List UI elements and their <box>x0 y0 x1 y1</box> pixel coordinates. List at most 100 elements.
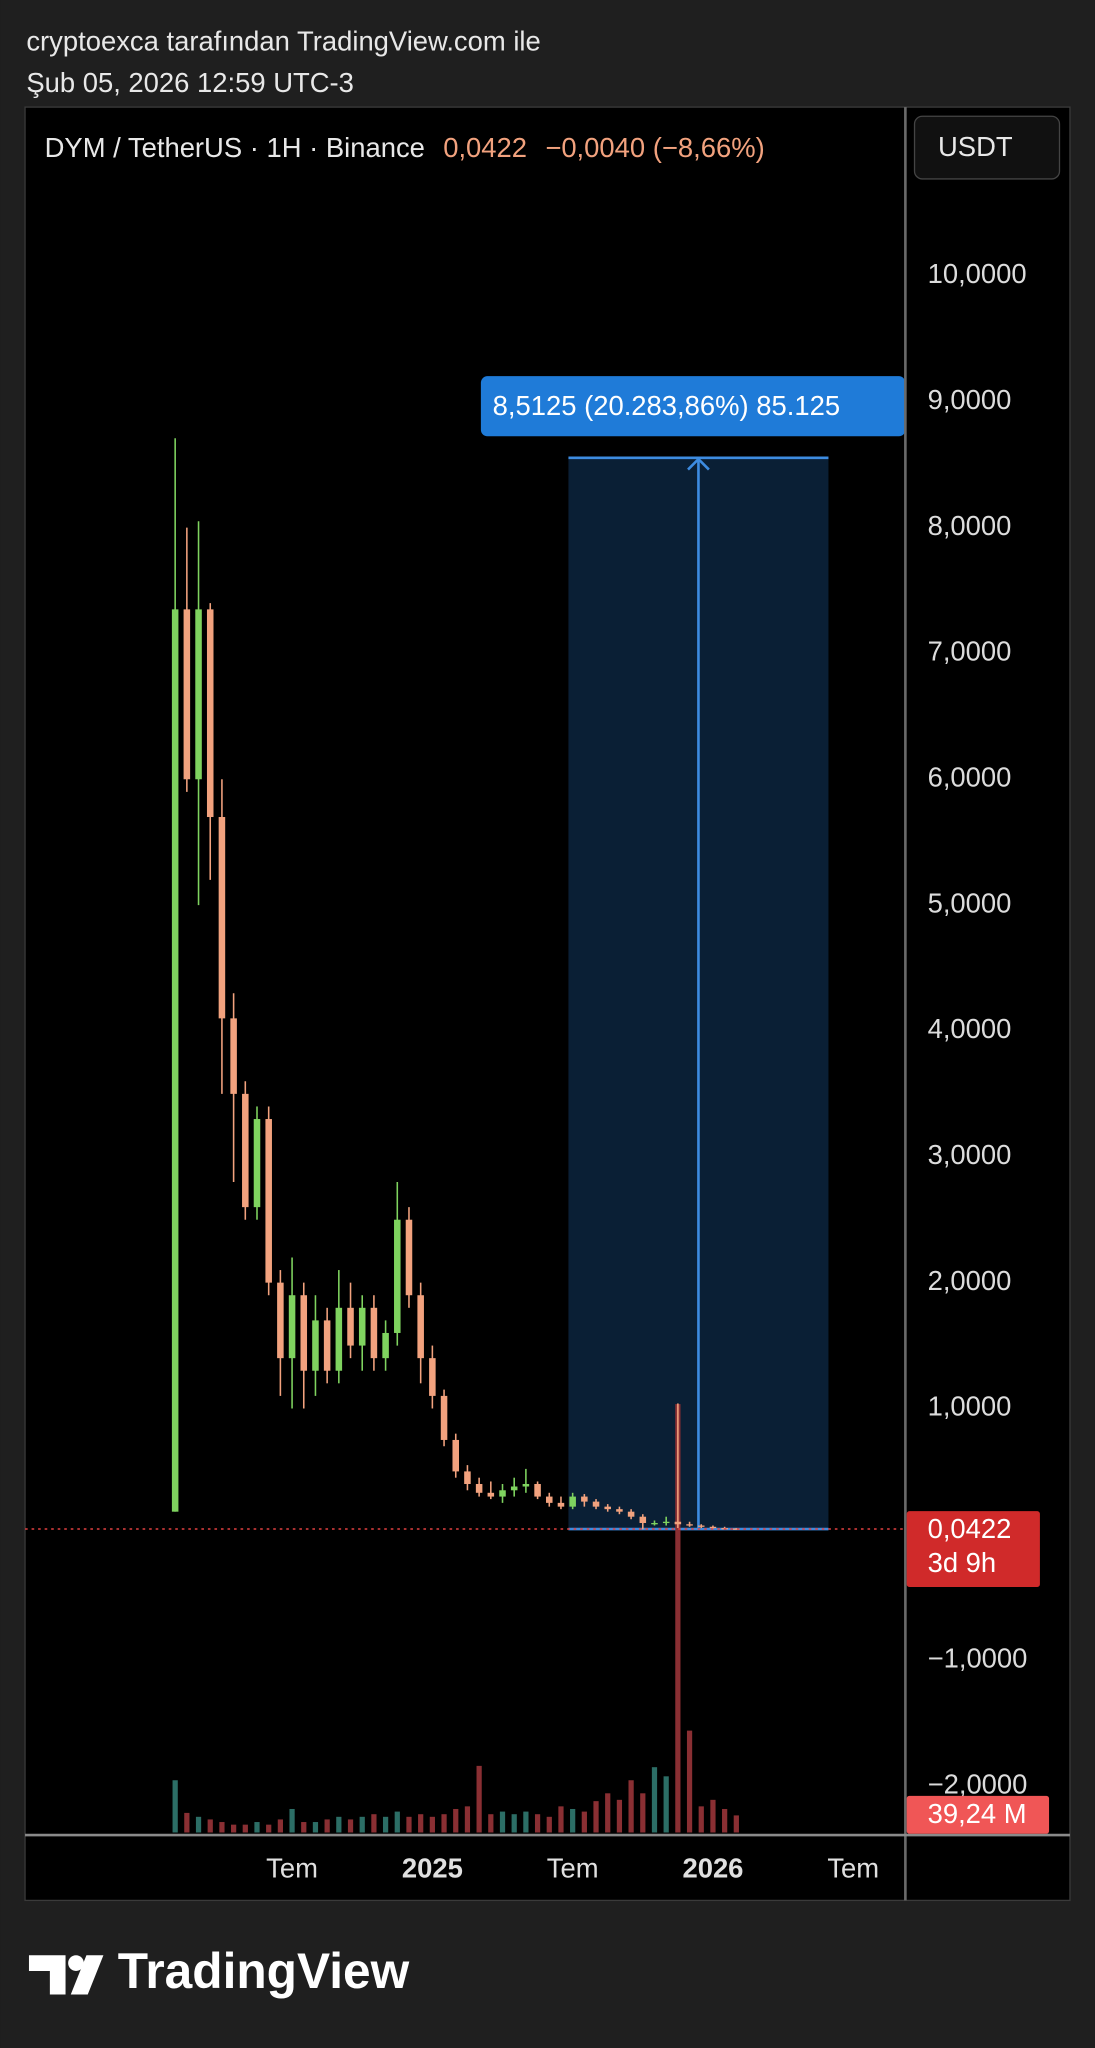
candle-body <box>429 1358 436 1396</box>
volume-bar <box>476 1765 482 1833</box>
volume-bar <box>359 1816 365 1833</box>
candle-body <box>733 1528 740 1530</box>
y-tick-label: 2,0000 <box>928 1265 1012 1296</box>
volume-label-box <box>906 1795 1050 1834</box>
candle-body <box>464 1471 471 1484</box>
candle-body <box>335 1307 343 1371</box>
candle-body <box>616 1509 623 1512</box>
measure-label: 8,5125 (20.283,86%) 85.125 <box>493 390 840 421</box>
logo-dot <box>68 1955 84 1971</box>
candle-body <box>300 1295 308 1371</box>
measure-arrowhead <box>687 457 710 471</box>
countdown: 3d 9h <box>928 1547 997 1578</box>
candle-body <box>171 609 179 1512</box>
candle-body <box>662 1521 670 1524</box>
price-change: −0,0040 (−8,66%) <box>545 132 764 163</box>
volume-bar <box>511 1814 517 1833</box>
y-tick-label: 3,0000 <box>928 1139 1012 1170</box>
y-tick-label: 5,0000 <box>928 887 1012 918</box>
volume-bar <box>581 1811 587 1833</box>
volume-bar <box>453 1808 459 1833</box>
volume-bar <box>698 1806 704 1833</box>
volume-bar <box>301 1822 307 1833</box>
volume-bar <box>418 1814 424 1833</box>
volume-bar <box>488 1814 494 1833</box>
symbol: DYM / TetherUS · 1H · Binance <box>45 132 425 163</box>
volume-bar <box>242 1824 248 1833</box>
volume-bar <box>628 1780 634 1833</box>
volume-bar <box>722 1808 728 1833</box>
volume-bar <box>277 1819 283 1833</box>
logo-slash <box>70 1955 104 1995</box>
volume-label: 39,24 M <box>928 1798 1027 1829</box>
candle-body <box>499 1490 506 1497</box>
x-tick-label: Tem <box>547 1853 599 1884</box>
y-tick-label: −2,0000 <box>928 1768 1028 1799</box>
volume-bar <box>733 1815 739 1833</box>
candle-body <box>569 1496 576 1507</box>
volume-bar <box>195 1816 202 1833</box>
candle-body <box>370 1307 378 1359</box>
logo-mark <box>28 1955 66 1995</box>
candle-body <box>651 1523 658 1525</box>
candle-body <box>277 1282 284 1359</box>
candle-body <box>697 1525 705 1527</box>
candle-body <box>288 1295 296 1359</box>
candle-body <box>487 1492 495 1497</box>
candle-body <box>686 1524 693 1526</box>
volume-bar <box>534 1814 541 1833</box>
volume-bar <box>347 1819 354 1833</box>
x-tick-label: 2026 <box>682 1853 743 1884</box>
volume-bar <box>324 1819 330 1833</box>
candle-body <box>347 1307 354 1346</box>
volume-bar <box>593 1801 599 1833</box>
volume-bar <box>254 1822 260 1833</box>
volume-bar <box>651 1767 658 1833</box>
volume-bar <box>406 1816 412 1833</box>
candle-body <box>475 1483 483 1493</box>
x-tick-label: Tem <box>266 1853 318 1884</box>
candle-body <box>312 1320 319 1371</box>
volume-bar <box>219 1822 225 1833</box>
candle-body <box>522 1483 530 1487</box>
candle-body <box>405 1219 413 1296</box>
candle-body <box>394 1219 401 1333</box>
candle-body <box>183 609 191 780</box>
volume-bar <box>336 1816 342 1833</box>
candle-body <box>242 1093 249 1208</box>
volume-bar <box>382 1816 389 1833</box>
volume-bar <box>429 1816 435 1833</box>
volume-bar <box>710 1799 716 1833</box>
candle-body <box>546 1496 553 1503</box>
header-date: Şub 05, 2026 12:59 UTC-3 <box>26 67 354 98</box>
volume-bar <box>523 1811 529 1833</box>
candle-body <box>382 1332 389 1359</box>
volume-bar <box>184 1812 190 1833</box>
volume-bar <box>663 1776 669 1833</box>
volume-bar <box>394 1811 400 1833</box>
candle-body <box>265 1119 272 1283</box>
candle-body <box>358 1307 366 1346</box>
candle-body <box>639 1516 647 1524</box>
chart-panel <box>24 106 1071 1902</box>
volume-bar <box>312 1822 319 1833</box>
currency[interactable]: USDT <box>938 131 1013 162</box>
candle-body <box>604 1506 611 1510</box>
volume-bar <box>686 1730 693 1833</box>
volume-bar <box>207 1819 213 1833</box>
volume-bar <box>640 1793 646 1833</box>
volume-bar <box>675 1404 681 1833</box>
plot-area: 8,5125 (20.283,86%) 85.125 <box>25 376 906 1833</box>
candle-body <box>581 1496 588 1502</box>
candle-body <box>452 1439 460 1472</box>
symbol-line: DYM / TetherUS · 1H · Binance 0,0422 −0,00… <box>45 132 765 163</box>
header-line: cryptoexca tarafından TradingView.com il… <box>26 25 540 56</box>
y-tick-label: 4,0000 <box>928 1013 1012 1044</box>
candle-body <box>557 1502 565 1507</box>
candle-body <box>195 609 202 780</box>
y-tick-label: 9,0000 <box>928 384 1012 415</box>
currency-button[interactable] <box>913 115 1061 180</box>
volume-bar <box>546 1816 552 1833</box>
candle-body <box>709 1526 717 1529</box>
